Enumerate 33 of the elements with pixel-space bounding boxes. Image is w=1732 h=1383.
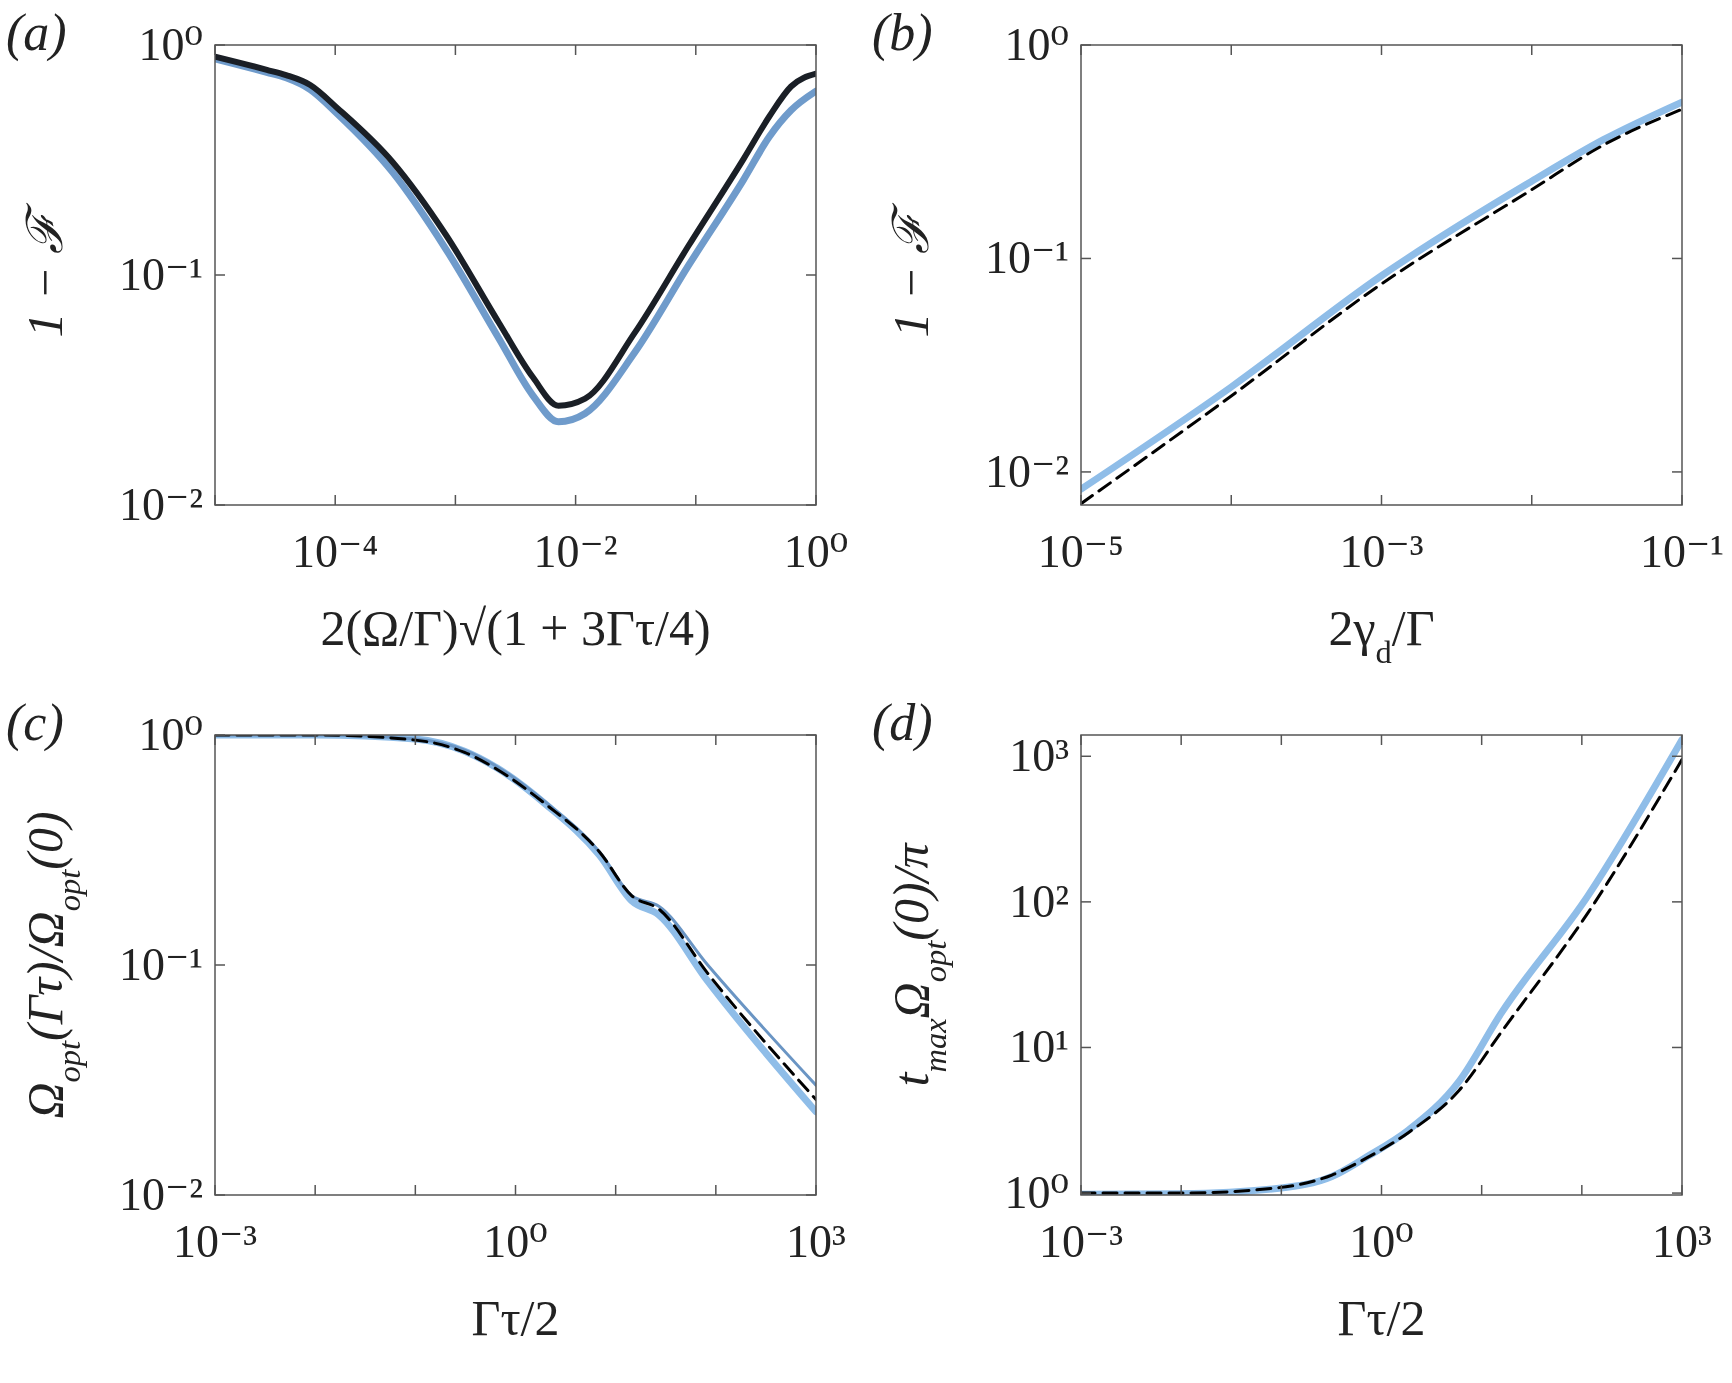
y-tick-label: 10⁻¹	[984, 232, 1069, 284]
chart-title: (c)	[6, 694, 64, 752]
y-tick-label: 10⁻²	[118, 479, 203, 530]
x-tick-label: 10³	[786, 1216, 846, 1267]
y-tick-label: 10²	[1009, 875, 1069, 927]
x-tick-label: 10⁻⁵	[1037, 526, 1125, 577]
y-tick-label: 10⁻¹	[118, 249, 203, 300]
y-tick-label: 10⁰	[1004, 19, 1069, 70]
y-axis-title: 1 − ℱ	[17, 201, 73, 338]
x-tick-label: 10⁰	[783, 526, 849, 577]
x-tick-label: 10⁻³	[1339, 526, 1424, 577]
y-tick-label: 10⁻²	[984, 445, 1069, 497]
x-tick-label: 10⁰	[483, 1216, 548, 1267]
chart-title: (d)	[872, 694, 933, 752]
y-tick-label: 10⁻¹	[118, 939, 203, 990]
chart-title: (b)	[872, 4, 933, 62]
y-tick-label: 10⁰	[138, 19, 203, 70]
x-tick-label: 10⁻²	[533, 526, 618, 577]
x-axis-title: Γτ/2	[471, 1290, 560, 1346]
y-tick-label: 10⁰	[138, 709, 203, 760]
y-tick-label: 10¹	[1009, 1021, 1069, 1073]
x-axis-title: 2γ$_{d}$/Γ	[1328, 600, 1435, 670]
x-axis-title: Γτ/2	[1337, 1290, 1426, 1346]
x-tick-label: 10³	[1652, 1216, 1712, 1267]
x-tick-label: 10⁻³	[1038, 1216, 1124, 1267]
y-tick-label: 10³	[1009, 730, 1069, 782]
x-tick-label: 10⁻⁴	[292, 526, 379, 577]
chart-title: (a)	[6, 4, 67, 62]
y-tick-label: 10⁰	[1004, 1167, 1069, 1219]
x-tick-label: 10⁰	[1349, 1216, 1414, 1267]
x-axis-title: 2(Ω/Γ)√(1 + 3Γτ/4)	[320, 600, 711, 656]
x-tick-label: 10⁻¹	[1639, 526, 1725, 577]
y-axis-title: 1 − ℱ	[883, 201, 939, 338]
